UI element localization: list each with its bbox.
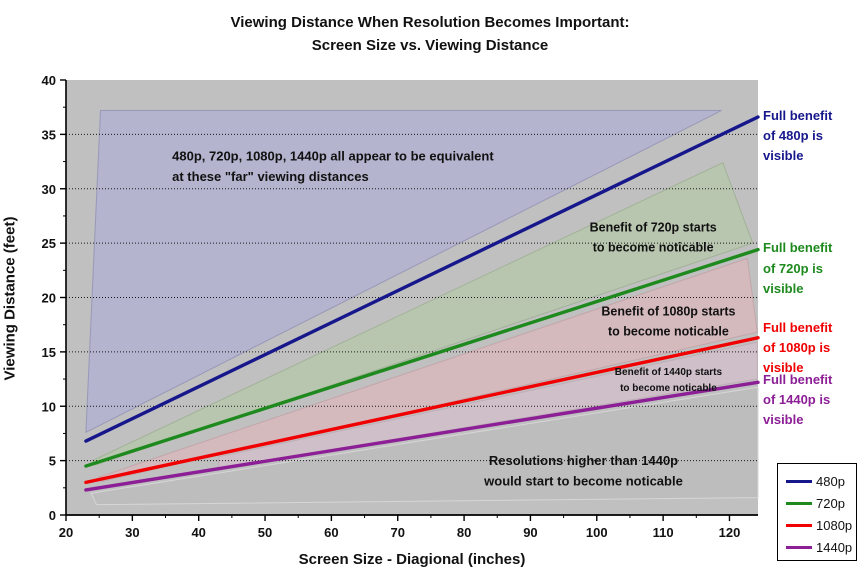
annotation-above-1440p: Resolutions higher than 1440p would start… [483,453,683,489]
x-tick-label: 50 [258,525,272,540]
region-equivalent [85,109,722,434]
legend-label-1440p: 1440p [816,539,853,555]
region-1440p-benefit [218,341,758,469]
chart-title-line2: Screen Size vs. Viewing Distance [311,36,549,54]
full-benefit-1080p-label: Full benefit of 1080p is visible [763,319,833,376]
legend-swatch-480p [786,479,812,483]
legend-label-1080p: 1080p [816,517,853,533]
y-tick-label: 35 [42,127,56,142]
full-benefit-480p-label: Full benefit of 480p is visible [763,107,833,163]
y-tick-label: 30 [42,182,56,197]
legend-item-480p: 480p [786,470,856,492]
series-line-1440p [84,380,760,492]
x-tick-label: 90 [523,525,537,540]
legend-label-480p: 480p [816,473,845,489]
legend: 480p 720p 1080p 1440p [777,463,857,561]
annotation-1440p-benefit: Benefit of 1440p starts to become noticab… [615,367,723,394]
series-line-480p [84,115,760,443]
x-tick-label: 70 [391,525,405,540]
region-above-1440p [90,386,759,506]
x-tick-label: 110 [653,525,674,540]
legend-swatch-1080p [786,523,812,527]
chart-title-line1: Viewing Distance When Resolution Becomes… [230,14,630,31]
series-line-1080p [84,336,760,485]
full-benefit-1440p-label: Full benefit of 1440p is visible [763,371,833,428]
legend-swatch-720p [786,501,812,505]
y-tick-label: 25 [42,236,56,251]
x-tick-label: 60 [324,525,338,540]
y-tick-label: 10 [42,399,56,414]
legend-swatch-1440p [786,545,812,549]
y-tick-label: 0 [49,508,56,523]
legend-item-1080p: 1080p [786,514,856,536]
x-tick-label: 80 [457,525,471,540]
y-axis-label: Viewing Distance (feet) [1,216,19,381]
legend-item-720p: 720p [786,492,856,514]
legend-item-1440p: 1440p [786,536,856,558]
legend-label-720p: 720p [816,495,845,511]
y-tick-label: 20 [42,291,56,306]
y-tick-label: 40 [42,73,56,88]
x-tick-label: 120 [719,525,741,540]
x-tick-label: 30 [125,525,139,540]
series-line-720p [84,247,760,468]
chart-title: Viewing Distance When Resolution Becomes… [0,12,860,57]
full-benefit-720p-label: Full benefit of 720p is visible [763,240,833,296]
x-tick-label: 100 [586,525,608,540]
y-tick-label: 5 [49,454,56,469]
x-tick-label: 20 [59,525,73,540]
y-tick-label: 15 [42,345,56,360]
annotation-1080p-benefit: Benefit of 1080p starts to become noticab… [601,304,735,338]
x-axis-label: Screen Size - Diagional (inches) [298,551,526,568]
x-tick-label: 40 [191,525,205,540]
annotation-equivalent: 480p, 720p, 1080p, 1440p all appear to b… [172,148,494,184]
annotation-720p-benefit: Benefit of 720p starts to become noticabl… [590,221,717,255]
